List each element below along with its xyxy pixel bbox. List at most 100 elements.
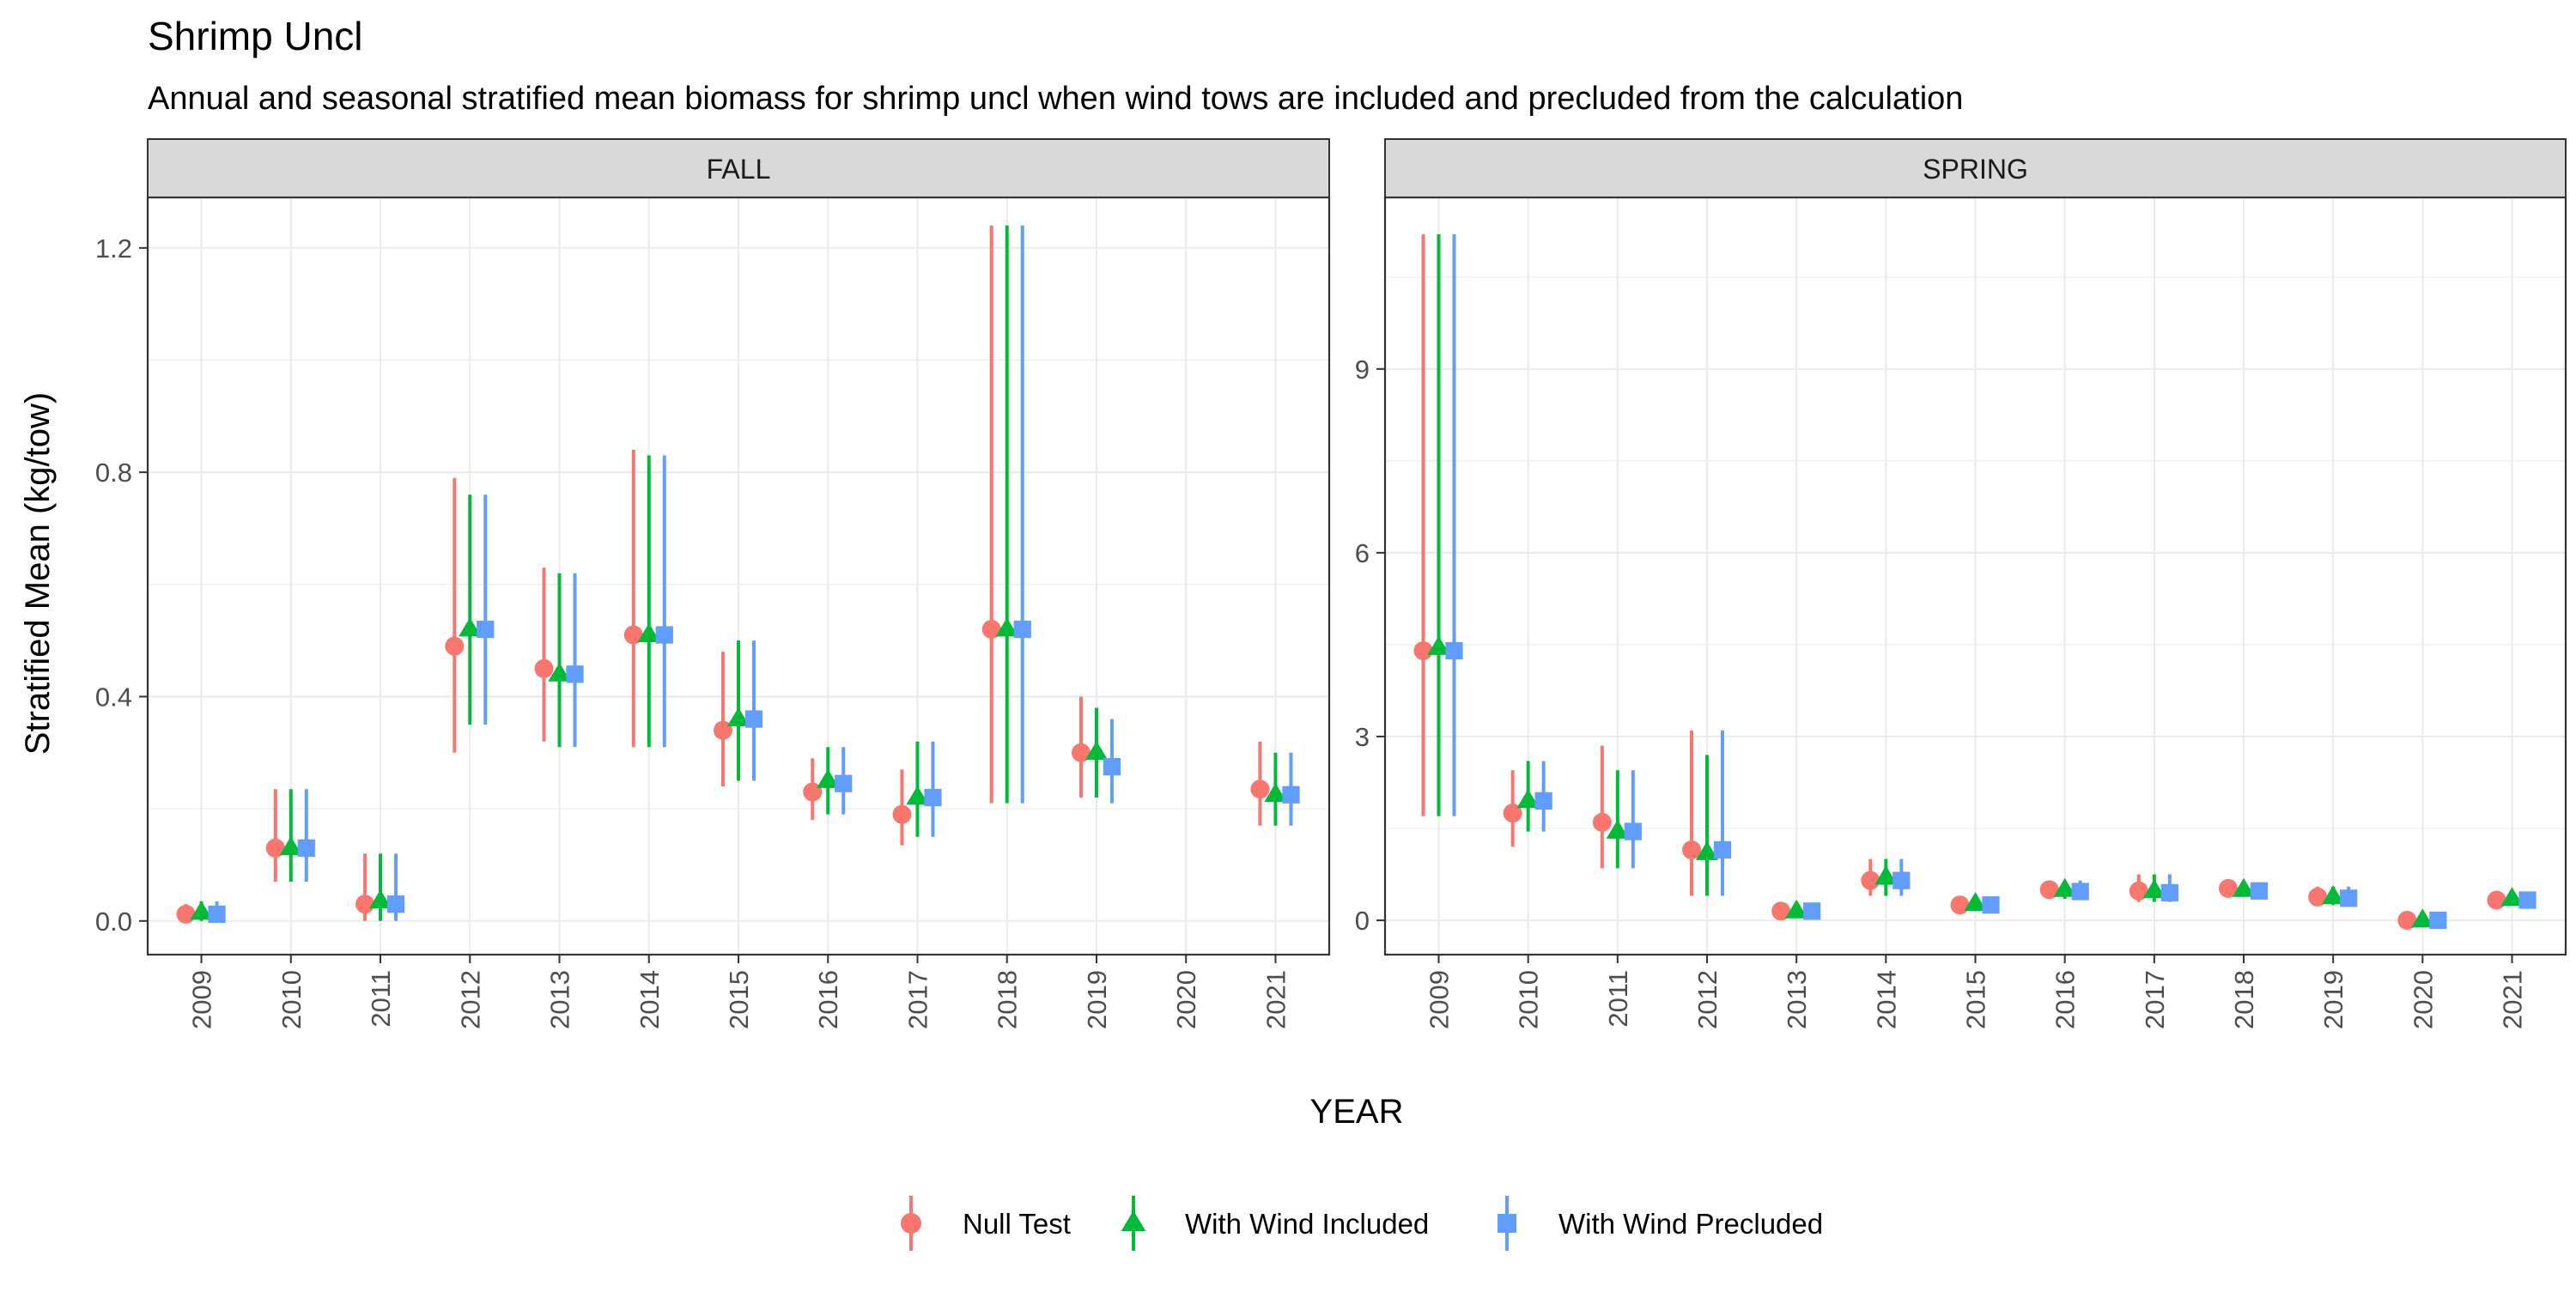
panels-layer: FALL 0.0 0.4 0.8 1.2 2009 2010 2011 2012 2013 2014… [95,138,2567,1029]
data-point [2129,881,2148,901]
series-with-wind-precluded [208,225,1300,924]
panel-spring: SPRING 0 3 6 9 2009 2010 2011 2012 2013 2014 2015 20… [1355,138,2567,1029]
data-point [1695,840,1719,860]
data-point [1982,896,2000,914]
x-tick-label: 2012 [455,970,485,1029]
series-with-wind-included [1427,234,2524,928]
x-tick-label: 2017 [902,970,933,1029]
x-tick-label: 2009 [187,970,217,1029]
legend-key-square-icon [1497,1213,1517,1234]
data-point [655,626,673,644]
x-tick-label: 2019 [2318,970,2348,1029]
data-point [1682,840,1701,859]
data-point [1771,901,1791,921]
data-point [1861,870,1880,890]
data-point [1071,743,1091,762]
x-tick-label: 2014 [635,970,665,1029]
legend-item-null-test: Null Test [901,1196,1071,1251]
x-tick-label: 2009 [1425,970,1455,1029]
chart-subtitle: Annual and seasonal stratified mean biom… [148,81,1963,117]
data-point [279,836,302,856]
y-tick-label: 0.4 [95,682,132,712]
data-point [744,710,763,728]
legend-label: With Wind Precluded [1558,1208,1823,1240]
facet-strip [147,138,1330,198]
facet-strip-label: SPRING [1923,154,2028,185]
data-point [1445,641,1463,660]
data-point [548,662,571,682]
x-tick-label: 2017 [2140,970,2170,1029]
x-tick-label: 2010 [276,970,307,1029]
data-point [2219,878,2238,898]
data-point [265,838,285,858]
data-point [1592,812,1612,832]
series-null-test [1413,234,2506,931]
data-point [208,905,226,924]
legend-label: Null Test [963,1208,1071,1240]
data-point [2518,891,2537,909]
data-point [1264,783,1287,803]
data-point [637,622,660,642]
data-point [2039,880,2059,900]
data-point [1534,792,1552,810]
data-point [1893,871,1911,889]
data-point [386,895,405,913]
data-point [2340,889,2358,907]
data-point [1874,865,1898,885]
data-point [2250,882,2269,900]
legend-key-circle-icon [901,1213,921,1234]
legend: Null Test With Wind Included With Wind Pre… [901,1196,1823,1251]
data-point [1950,895,1970,915]
data-point [2397,911,2417,931]
series-with-wind-included [190,225,1287,921]
x-tick-label: 2021 [1261,970,1291,1029]
legend-label: With Wind Included [1185,1208,1429,1240]
data-point [1516,789,1540,809]
data-point [1606,819,1630,839]
x-tick-label: 2021 [2498,970,2528,1029]
data-point [2160,883,2178,902]
data-point [2429,911,2447,930]
y-tick-label: 0.8 [95,458,132,488]
data-point [835,774,853,792]
data-point [2411,908,2434,928]
legend-key-triangle-icon [1121,1210,1146,1232]
data-point [2071,883,2089,901]
chart-title: Shrimp Uncl [148,14,363,58]
series-null-test [176,225,1270,924]
data-point [1084,741,1109,761]
y-tick-label: 6 [1355,538,1370,568]
data-point [1013,620,1031,639]
x-tick-label: 2011 [366,970,396,1028]
facet-strip [1384,138,2567,198]
data-point [2142,879,2166,899]
y-tick-label: 0.0 [95,907,132,937]
data-point [1250,779,1270,799]
data-point [445,636,465,656]
x-tick-label: 2020 [2408,970,2438,1029]
data-point [1427,635,1450,655]
data-point [297,839,315,857]
data-point [368,889,392,909]
data-point [726,707,750,726]
x-tick-label: 2011 [1603,970,1633,1028]
x-tick-label: 2018 [993,970,1023,1029]
data-point [355,895,375,914]
x-tick-label: 2012 [1692,970,1722,1029]
x-tick-label: 2020 [1171,970,1201,1029]
data-point [1713,840,1732,859]
data-point [566,665,584,683]
data-point [2308,887,2328,907]
x-tick-label: 2013 [545,970,575,1029]
data-point [817,768,840,788]
data-point [2232,877,2256,897]
data-point [190,901,213,920]
facet-strip-label: FALL [707,154,771,185]
data-point [1413,641,1433,661]
x-tick-label: 2016 [2050,970,2081,1029]
data-point [1503,804,1522,823]
data-point [892,804,912,824]
data-point [924,788,942,807]
data-point [459,617,482,637]
